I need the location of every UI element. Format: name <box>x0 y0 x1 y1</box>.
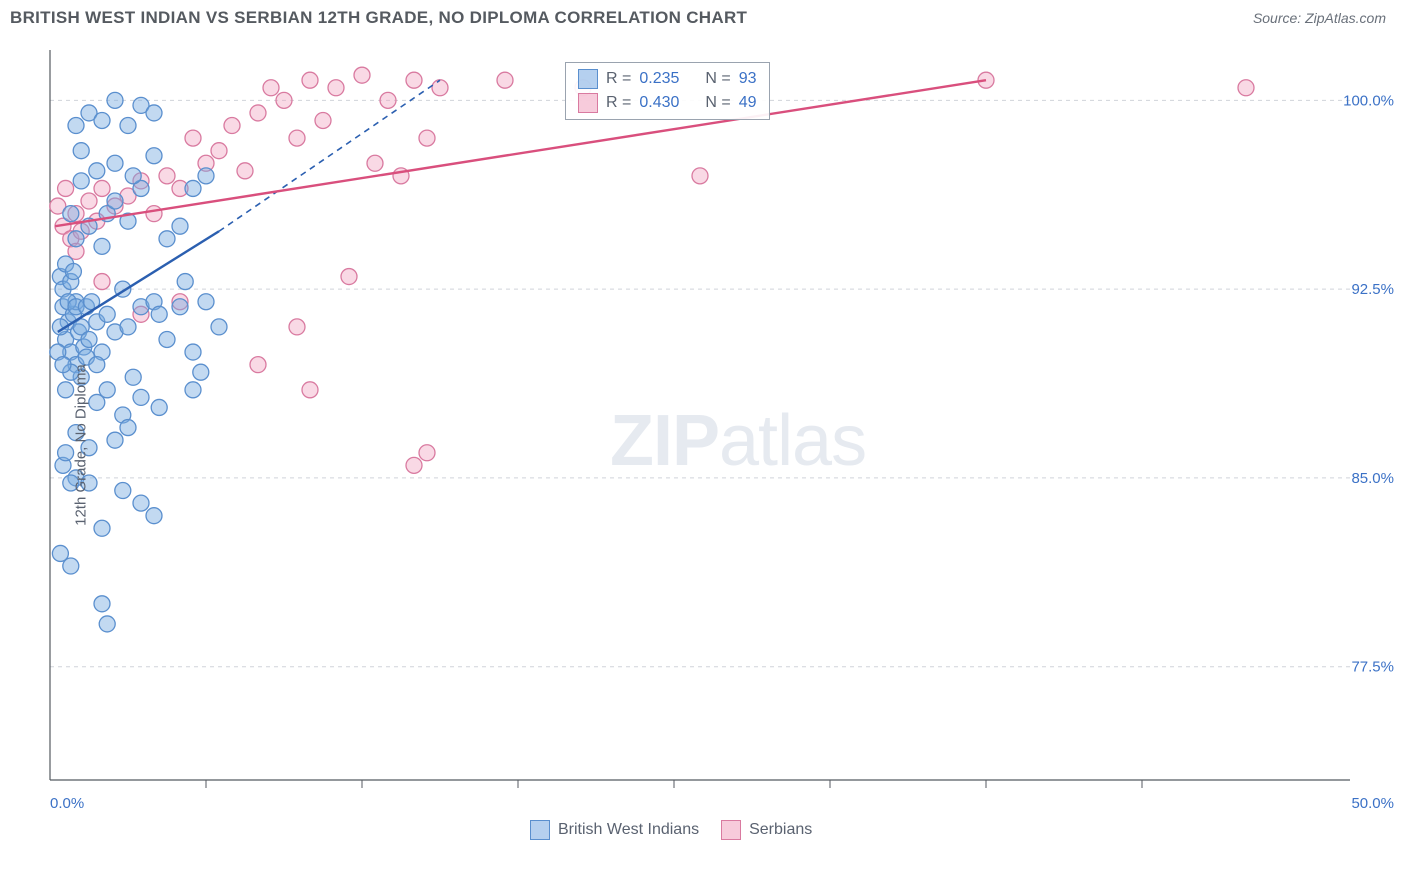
svg-text:92.5%: 92.5% <box>1351 281 1394 298</box>
svg-text:50.0%: 50.0% <box>1351 795 1394 812</box>
chart-title: BRITISH WEST INDIAN VS SERBIAN 12TH GRAD… <box>10 8 747 28</box>
svg-text:77.5%: 77.5% <box>1351 659 1394 676</box>
svg-text:85.0%: 85.0% <box>1351 470 1394 487</box>
legend-item-2: Serbians <box>721 820 812 840</box>
r-label: R = <box>606 94 631 112</box>
source-label: Source: ZipAtlas.com <box>1253 10 1386 26</box>
svg-text:0.0%: 0.0% <box>50 795 84 812</box>
bottom-legend: British West Indians Serbians <box>530 820 812 840</box>
n-value-1: 93 <box>739 70 757 88</box>
stats-row-1: R = 0.235 N = 93 <box>574 67 761 91</box>
r-label: R = <box>606 70 631 88</box>
swatch-icon <box>530 820 550 840</box>
legend-label-2: Serbians <box>749 821 812 839</box>
svg-text:100.0%: 100.0% <box>1343 92 1394 109</box>
stats-box: R = 0.235 N = 93 R = 0.430 N = 49 <box>565 62 770 120</box>
n-value-2: 49 <box>739 94 757 112</box>
r-value-1: 0.235 <box>639 70 679 88</box>
legend-label-1: British West Indians <box>558 821 699 839</box>
legend-item-1: British West Indians <box>530 820 699 840</box>
swatch-icon <box>578 93 598 113</box>
chart-area: 12th Grade, No Diploma 77.5% 85.0% 92.5% 10… <box>10 40 1396 850</box>
n-label: N = <box>705 94 730 112</box>
y-axis-title: 12th Grade, No Diploma <box>72 364 89 526</box>
stats-row-2: R = 0.430 N = 49 <box>574 91 761 115</box>
swatch-icon <box>721 820 741 840</box>
n-label: N = <box>705 70 730 88</box>
swatch-icon <box>578 69 598 89</box>
scatter-plot-svg: 77.5% 85.0% 92.5% 100.0% 0.0% 50.0% <box>10 40 1396 850</box>
r-value-2: 0.430 <box>639 94 679 112</box>
